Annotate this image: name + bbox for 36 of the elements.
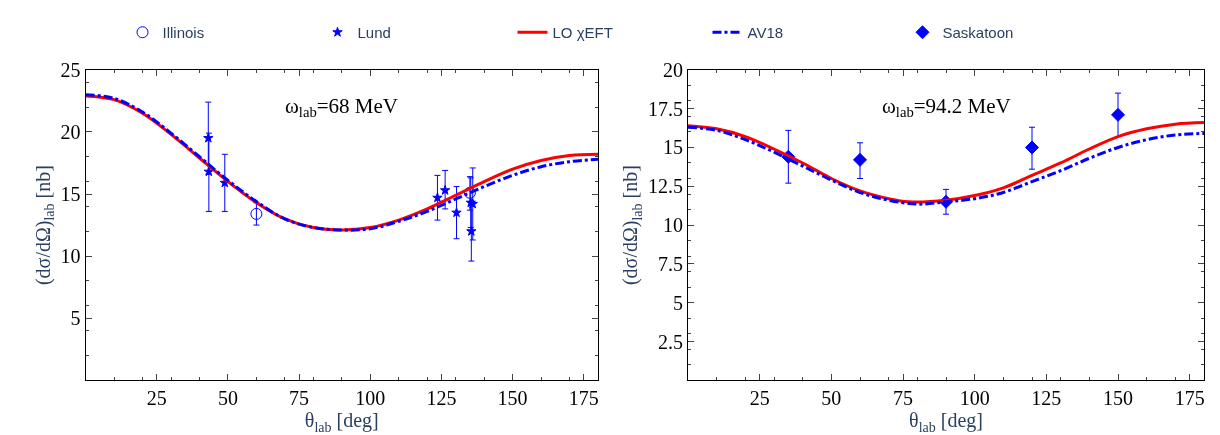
y-tick-label: 20 [60,120,81,143]
legend-label: LO χEFT [552,24,613,42]
annotation: ω$_{lab}$=94.2 MeV [882,94,1011,121]
x-tick-label: 175 [1174,387,1205,410]
y-tick-label: 20 [663,58,683,81]
x-tick-label: 25 [146,387,167,410]
x-tick-label: 150 [1103,387,1133,410]
x-tick-label: 125 [1031,387,1062,410]
x-tick-label: 100 [355,387,386,410]
y-tick-label: 25 [60,58,81,81]
y-tick-label: 5 [70,307,81,330]
x-axis-title: θ$_{lab}$ [deg] [304,409,379,435]
legend-label: Illinois [162,24,205,42]
y-tick-label: 2.5 [658,330,683,353]
x-axis-title: θ$_{lab}$ [deg] [909,409,983,435]
x-tick-label: 25 [749,387,770,410]
x-tick-label: 150 [497,387,528,410]
y-tick-label: 15 [60,183,81,206]
x-tick-label: 50 [821,387,842,410]
x-tick-label: 75 [893,387,913,410]
y-tick-label: 10 [60,245,81,268]
y-tick-label: 5 [673,291,683,314]
y-tick-label: 17.5 [648,97,683,120]
x-tick-label: 50 [217,387,238,410]
legend-label: Lund [357,24,391,42]
y-tick-label: 12.5 [648,175,683,198]
y-tick-label: 7.5 [658,252,683,275]
x-tick-label: 75 [289,387,310,410]
y-tick-label: 15 [663,136,683,159]
legend-label: AV18 [747,24,784,42]
x-tick-label: 175 [568,387,599,410]
x-tick-label: 125 [426,387,457,410]
legend-label: Saskatoon [942,24,1014,42]
y-tick-label: 10 [663,214,683,237]
x-tick-label: 100 [959,387,990,410]
annotation: ω$_{lab}$=68 MeV [285,94,399,121]
